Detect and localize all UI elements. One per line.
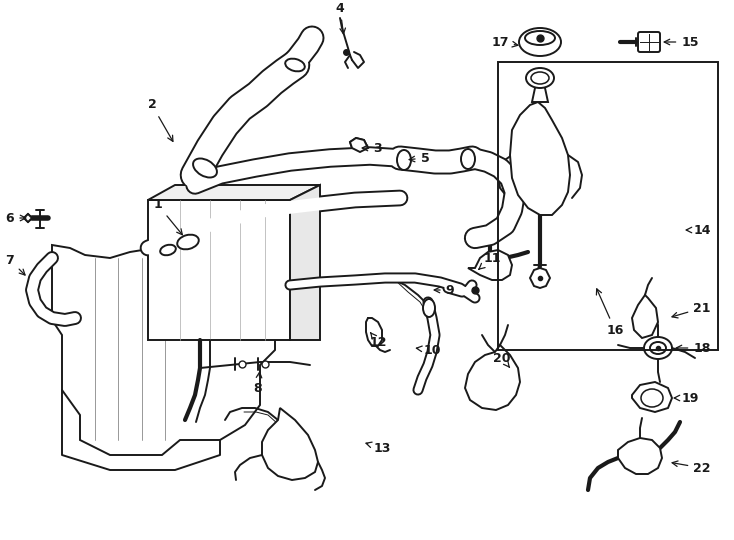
Polygon shape: [24, 214, 32, 222]
Polygon shape: [632, 295, 658, 338]
Text: 22: 22: [672, 461, 711, 475]
Polygon shape: [530, 268, 550, 288]
Polygon shape: [52, 245, 275, 455]
Ellipse shape: [193, 159, 217, 178]
Text: 16: 16: [597, 289, 624, 336]
Text: 14: 14: [686, 224, 711, 237]
Ellipse shape: [641, 389, 663, 407]
Polygon shape: [148, 200, 290, 340]
Bar: [498, 62, 718, 350]
Ellipse shape: [160, 245, 176, 255]
Polygon shape: [510, 102, 570, 215]
Text: 9: 9: [435, 284, 454, 296]
Text: 11: 11: [479, 252, 501, 269]
Text: 13: 13: [366, 442, 390, 455]
Polygon shape: [632, 382, 672, 412]
Ellipse shape: [650, 342, 666, 354]
Text: 3: 3: [362, 141, 382, 154]
Text: 19: 19: [674, 392, 699, 404]
Text: 2: 2: [148, 98, 173, 141]
Ellipse shape: [177, 235, 199, 249]
Polygon shape: [465, 345, 520, 410]
Text: 10: 10: [416, 343, 440, 356]
Text: 5: 5: [409, 152, 429, 165]
Ellipse shape: [423, 299, 435, 317]
Polygon shape: [618, 438, 662, 474]
Text: 4: 4: [335, 2, 346, 34]
Text: 17: 17: [491, 36, 518, 49]
Text: 20: 20: [493, 352, 511, 367]
Ellipse shape: [397, 150, 411, 170]
Polygon shape: [290, 185, 320, 340]
Text: 21: 21: [672, 301, 711, 318]
Ellipse shape: [526, 68, 554, 88]
Text: 7: 7: [6, 253, 25, 275]
Ellipse shape: [531, 72, 549, 84]
Ellipse shape: [644, 337, 672, 359]
Text: 6: 6: [6, 212, 26, 225]
Text: 15: 15: [664, 36, 699, 49]
Polygon shape: [262, 408, 318, 480]
Polygon shape: [468, 250, 512, 280]
Text: 18: 18: [676, 341, 711, 354]
Polygon shape: [532, 78, 548, 102]
Polygon shape: [366, 318, 382, 346]
Ellipse shape: [525, 31, 555, 45]
Ellipse shape: [286, 59, 305, 71]
Polygon shape: [350, 138, 368, 152]
Polygon shape: [148, 185, 320, 200]
Ellipse shape: [461, 149, 475, 169]
Ellipse shape: [519, 28, 561, 56]
FancyBboxPatch shape: [638, 32, 660, 52]
Text: 12: 12: [369, 333, 387, 348]
Text: 8: 8: [254, 372, 262, 395]
Text: 1: 1: [153, 199, 182, 235]
